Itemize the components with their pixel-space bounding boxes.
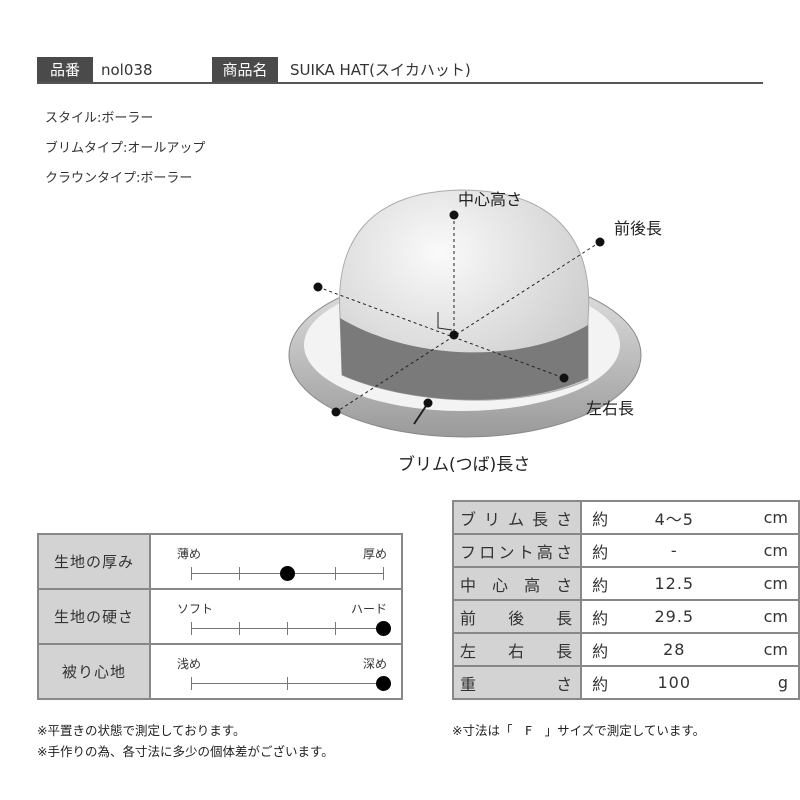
scale-marker: [376, 676, 391, 691]
measurement-prefix: 約: [580, 665, 620, 700]
measurement-row: 中心高さ 約 12.5 cm: [451, 566, 800, 601]
measurement-label: 重さ: [451, 665, 583, 700]
measurement-label: フロント高さ: [451, 533, 583, 568]
feel-label: 被り心地: [37, 643, 151, 700]
marker-dot: [313, 282, 323, 292]
note-size: ※寸法は「 F 」サイズで測定しています。: [452, 723, 706, 738]
label-brim-length: ブリム(つば)長さ: [398, 455, 531, 475]
label-center-height: 中心高さ: [458, 190, 523, 209]
name-label: 商品名: [212, 57, 278, 83]
label-left-right: 左右長: [586, 399, 635, 418]
scale-tick: [239, 622, 240, 635]
scale-marker: [376, 621, 391, 636]
scale-tick: [191, 567, 192, 580]
marker-dot: [331, 407, 341, 417]
measurement-unit: cm: [728, 533, 800, 568]
hat-diagram: [288, 189, 642, 438]
scale-tick: [335, 622, 336, 635]
measurement-unit: cm: [728, 599, 800, 634]
marker-dot: [423, 398, 433, 408]
measurement-value: 28: [619, 632, 729, 667]
measurement-label: 前後長: [451, 599, 583, 634]
measurement-unit: cm: [728, 566, 800, 601]
spec-crown-type: クラウンタイプ:ボーラー: [45, 171, 193, 186]
feel-scale: ソフト ハード: [149, 588, 403, 645]
marker-dot: [559, 373, 569, 383]
spec-brim-type: ブリムタイプ:オールアップ: [45, 141, 206, 156]
scale-left-label: 薄め: [177, 547, 202, 561]
measurement-value: 29.5: [619, 599, 729, 634]
measurement-row: ブリム長さ 約 4～5 cm: [451, 500, 800, 535]
feel-label: 生地の硬さ: [37, 588, 151, 645]
scale-marker: [280, 566, 295, 581]
measurement-value: 4～5: [619, 500, 729, 535]
feel-scale: 薄め 厚め: [149, 533, 403, 590]
scale-tick: [287, 622, 288, 635]
measurement-prefix: 約: [580, 566, 620, 601]
measurement-prefix: 約: [580, 599, 620, 634]
measurement-label: ブリム長さ: [451, 500, 583, 535]
scale-left-label: 浅め: [177, 657, 202, 671]
measurement-unit: g: [728, 665, 800, 700]
spec-style: スタイル:ボーラー: [45, 111, 154, 126]
feel-scale: 浅め 深め: [149, 643, 403, 700]
scale-tick: [191, 677, 192, 690]
measurements-table: ブリム長さ 約 4～5 cm フロント高さ 約 - cm 中心高さ 約 12.5 c…: [451, 500, 800, 700]
marker-dot: [449, 330, 459, 340]
measurement-label: 中心高さ: [451, 566, 583, 601]
measurement-value: -: [619, 533, 729, 568]
measurement-value: 100: [619, 665, 729, 700]
feel-label: 生地の厚み: [37, 533, 151, 590]
scale-tick: [287, 677, 288, 690]
feel-row: 生地の厚み 薄め 厚め: [37, 533, 403, 590]
measurement-row: 前後長 約 29.5 cm: [451, 599, 800, 634]
scale-tick: [383, 567, 384, 580]
scale-tick: [239, 567, 240, 580]
measurement-unit: cm: [728, 632, 800, 667]
product-name: SUIKA HAT(スイカハット): [290, 61, 471, 79]
code-label: 品番: [37, 57, 93, 83]
scale-right-label: 深め: [362, 657, 387, 671]
fabric-feel-table: 生地の厚み 薄め 厚め 生地の硬さ ソフト ハード 被り心地 浅め 深め: [37, 533, 403, 700]
measurement-unit: cm: [728, 500, 800, 535]
feel-row: 被り心地 浅め 深め: [37, 643, 403, 700]
measurement-prefix: 約: [580, 500, 620, 535]
scale-left-label: ソフト: [177, 602, 214, 616]
label-front-back: 前後長: [614, 219, 663, 238]
note-flat: ※平置きの状態で測定しております。: [37, 723, 246, 738]
measurement-label: 左右長: [451, 632, 583, 667]
marker-dot: [449, 210, 459, 220]
scale-tick: [335, 567, 336, 580]
header-divider: [37, 82, 763, 84]
note-handmade: ※手作りの為、各寸法に多少の個体差がございます。: [37, 744, 334, 759]
scale-tick: [191, 622, 192, 635]
measurement-value: 12.5: [619, 566, 729, 601]
notes-left: ※平置きの状態で測定しております。 ※手作りの為、各寸法に多少の個体差がございま…: [37, 720, 334, 762]
marker-dot: [595, 237, 605, 247]
scale-right-label: 厚め: [362, 547, 387, 561]
hat-band: [340, 318, 588, 400]
product-code: nol038: [101, 61, 153, 79]
measurement-prefix: 約: [580, 533, 620, 568]
scale-right-label: ハード: [350, 602, 387, 616]
feel-row: 生地の硬さ ソフト ハード: [37, 588, 403, 645]
measurement-row: 左右長 約 28 cm: [451, 632, 800, 667]
measurement-row: フロント高さ 約 - cm: [451, 533, 800, 568]
measurement-row: 重さ 約 100 g: [451, 665, 800, 700]
measurement-prefix: 約: [580, 632, 620, 667]
